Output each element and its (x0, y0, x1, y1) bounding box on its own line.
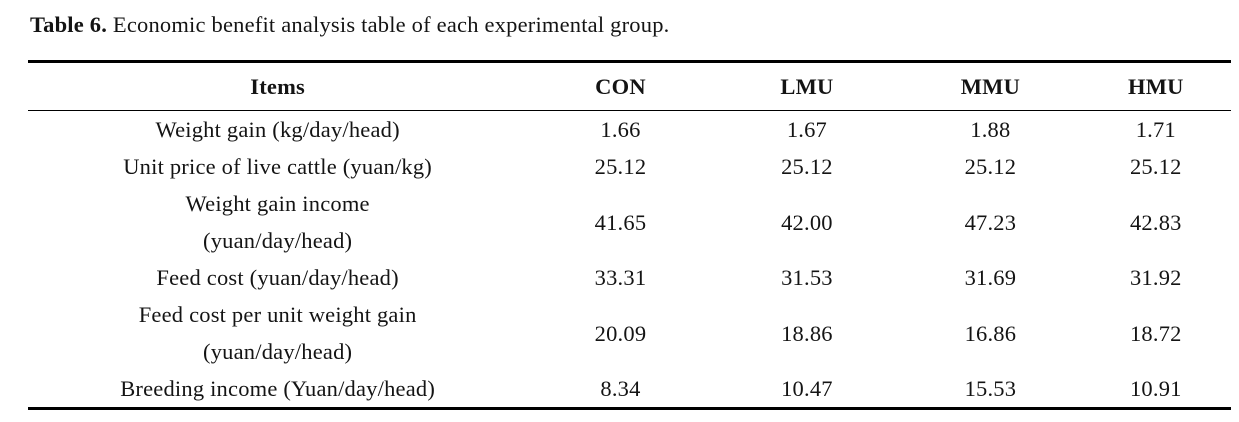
value-cell-con: 25.12 (594, 154, 647, 179)
item-cell: Breeding income (Yuan/day/head) (28, 370, 527, 409)
item-label: Feed cost per unit weight gain (138, 302, 417, 327)
item-label-line2: (yuan/day/head) (203, 228, 353, 253)
column-header-items: Items (28, 61, 528, 111)
item-label: Weight gain income (185, 191, 370, 216)
item-cell: Weight gain (kg/day/head) (28, 111, 527, 149)
value-cell-hmu: 18.72 (1129, 320, 1182, 346)
item-cell: Weight gain income (yuan/day/head) (28, 185, 527, 259)
value-cell-lmu: 10.47 (781, 376, 833, 401)
table-row-feed-cost-per-unit: Feed cost per unit weight gain (yuan/day… (28, 296, 1231, 370)
column-header-mmu: MMU (900, 61, 1081, 111)
value-cell-mmu: 16.86 (964, 320, 1017, 346)
value-cell-lmu: 25.12 (781, 154, 833, 179)
value-cell-hmu: 10.91 (1129, 376, 1182, 401)
value-cell-hmu: 1.71 (1135, 117, 1176, 142)
item-cell: Feed cost (yuan/day/head) (28, 259, 527, 296)
value-cell-con: 33.31 (594, 265, 647, 290)
value-cell-con: 41.65 (594, 209, 647, 235)
item-cell: Unit price of live cattle (yuan/kg) (28, 148, 527, 185)
value-cell-hmu: 42.83 (1129, 209, 1182, 235)
item-label: Weight gain (kg/day/head) (155, 117, 400, 142)
item-label: Unit price of live cattle (yuan/kg) (123, 154, 432, 179)
table-row-weight-gain: Weight gain (kg/day/head) 1.66 1.67 1.88… (28, 111, 1231, 149)
value-cell-mmu: 15.53 (964, 376, 1017, 401)
column-header-hmu: HMU (1080, 61, 1231, 111)
table-row-feed-cost: Feed cost (yuan/day/head) 33.31 31.53 31… (28, 259, 1231, 296)
value-cell-mmu: 47.23 (964, 209, 1017, 235)
table-row-breeding-income: Breeding income (Yuan/day/head) 8.34 10.… (28, 370, 1231, 409)
economic-benefit-table: Items CON LMU MMU HMU Weight gain (kg/da… (28, 60, 1231, 410)
value-cell-lmu: 18.86 (781, 320, 833, 346)
value-cell-lmu: 31.53 (781, 265, 833, 290)
value-cell-con: 1.66 (600, 117, 641, 142)
value-cell-con: 8.34 (600, 376, 641, 401)
item-label: Breeding income (Yuan/day/head) (120, 376, 436, 401)
item-label-line2: (yuan/day/head) (203, 339, 353, 364)
paper-table-figure: Table 6. Economic benefit analysis table… (0, 0, 1239, 410)
caption-text: Economic benefit analysis table of each … (112, 12, 670, 37)
value-cell-mmu: 25.12 (964, 154, 1017, 179)
value-cell-con: 20.09 (594, 320, 647, 346)
item-cell: Feed cost per unit weight gain (yuan/day… (28, 296, 527, 370)
table-row-weight-gain-income: Weight gain income (yuan/day/head) 41.65… (28, 185, 1231, 259)
table-caption: Table 6. Economic benefit analysis table… (30, 10, 1239, 40)
item-label: Feed cost (yuan/day/head) (156, 265, 399, 290)
column-header-lmu: LMU (713, 61, 901, 111)
value-cell-lmu: 42.00 (781, 209, 833, 235)
caption-number-label: Table 6. (30, 12, 108, 37)
value-cell-hmu: 25.12 (1129, 154, 1182, 179)
header-row: Items CON LMU MMU HMU (28, 61, 1231, 111)
column-header-con: CON (527, 61, 714, 111)
table-row-unit-price: Unit price of live cattle (yuan/kg) 25.1… (28, 148, 1231, 185)
value-cell-mmu: 31.69 (964, 265, 1017, 290)
value-cell-mmu: 1.88 (970, 117, 1011, 142)
value-cell-lmu: 1.67 (786, 117, 828, 142)
value-cell-hmu: 31.92 (1129, 265, 1182, 290)
